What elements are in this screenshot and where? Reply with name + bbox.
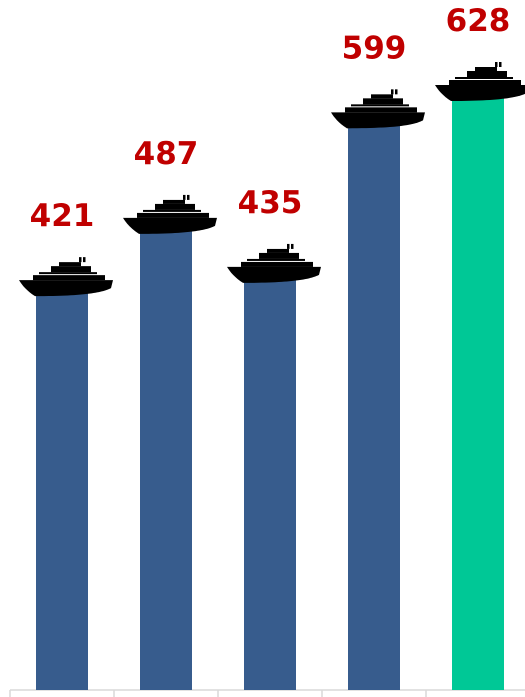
ship-funnel xyxy=(395,89,398,95)
ship-funnel xyxy=(499,62,502,67)
ship-rail xyxy=(455,77,513,79)
data-label: 421 xyxy=(30,198,95,234)
value-labels: 421 487 435 599 628 xyxy=(30,3,511,234)
cruise-ship-icon xyxy=(331,89,425,129)
cruise-ship-icon xyxy=(435,62,525,101)
bar xyxy=(36,293,88,690)
ship-cabin xyxy=(259,252,299,259)
ship-bridge xyxy=(163,199,185,204)
ship-rail xyxy=(143,209,201,212)
ship-cabin xyxy=(155,203,195,210)
bars xyxy=(36,98,504,691)
ship-funnel xyxy=(287,243,290,249)
ship-deck xyxy=(449,80,521,85)
ship-rail xyxy=(351,104,409,107)
data-label: 599 xyxy=(342,30,407,66)
cruise-ship-icon xyxy=(19,257,113,297)
ship-deck xyxy=(33,275,105,281)
ship-rail xyxy=(39,272,97,275)
data-label: 487 xyxy=(134,136,199,172)
ship-funnel xyxy=(183,194,186,200)
ship-hull xyxy=(331,112,425,129)
ship-rail xyxy=(247,258,305,261)
ship-funnel xyxy=(83,257,86,263)
ship-hull xyxy=(19,280,113,297)
ship-deck xyxy=(137,212,209,218)
ship-deck xyxy=(345,107,417,113)
ship-cabin xyxy=(51,266,91,273)
bar xyxy=(348,125,400,690)
ship-bridge xyxy=(371,94,393,99)
data-label: 435 xyxy=(238,185,303,221)
ship-funnel xyxy=(79,257,82,263)
ship-hull xyxy=(435,85,525,101)
ship-icons xyxy=(19,62,525,297)
bar xyxy=(452,98,504,690)
ship-funnel xyxy=(495,62,498,67)
cruise-ship-icon xyxy=(227,243,321,283)
ship-deck xyxy=(241,261,313,267)
ship-bridge xyxy=(59,262,81,267)
x-axis xyxy=(9,689,525,697)
ship-cabin xyxy=(467,71,507,77)
bar xyxy=(140,230,192,691)
ship-bridge xyxy=(267,248,289,253)
cruise-ship-icon xyxy=(123,194,217,234)
ship-funnel xyxy=(391,89,394,95)
ship-hull xyxy=(227,266,321,283)
ship-bridge xyxy=(475,67,497,71)
ship-funnel xyxy=(187,194,190,200)
data-label: 628 xyxy=(446,3,511,39)
ship-funnel xyxy=(291,243,294,249)
bar xyxy=(244,279,296,690)
ship-hull xyxy=(123,217,217,234)
ship-cabin xyxy=(363,98,403,105)
